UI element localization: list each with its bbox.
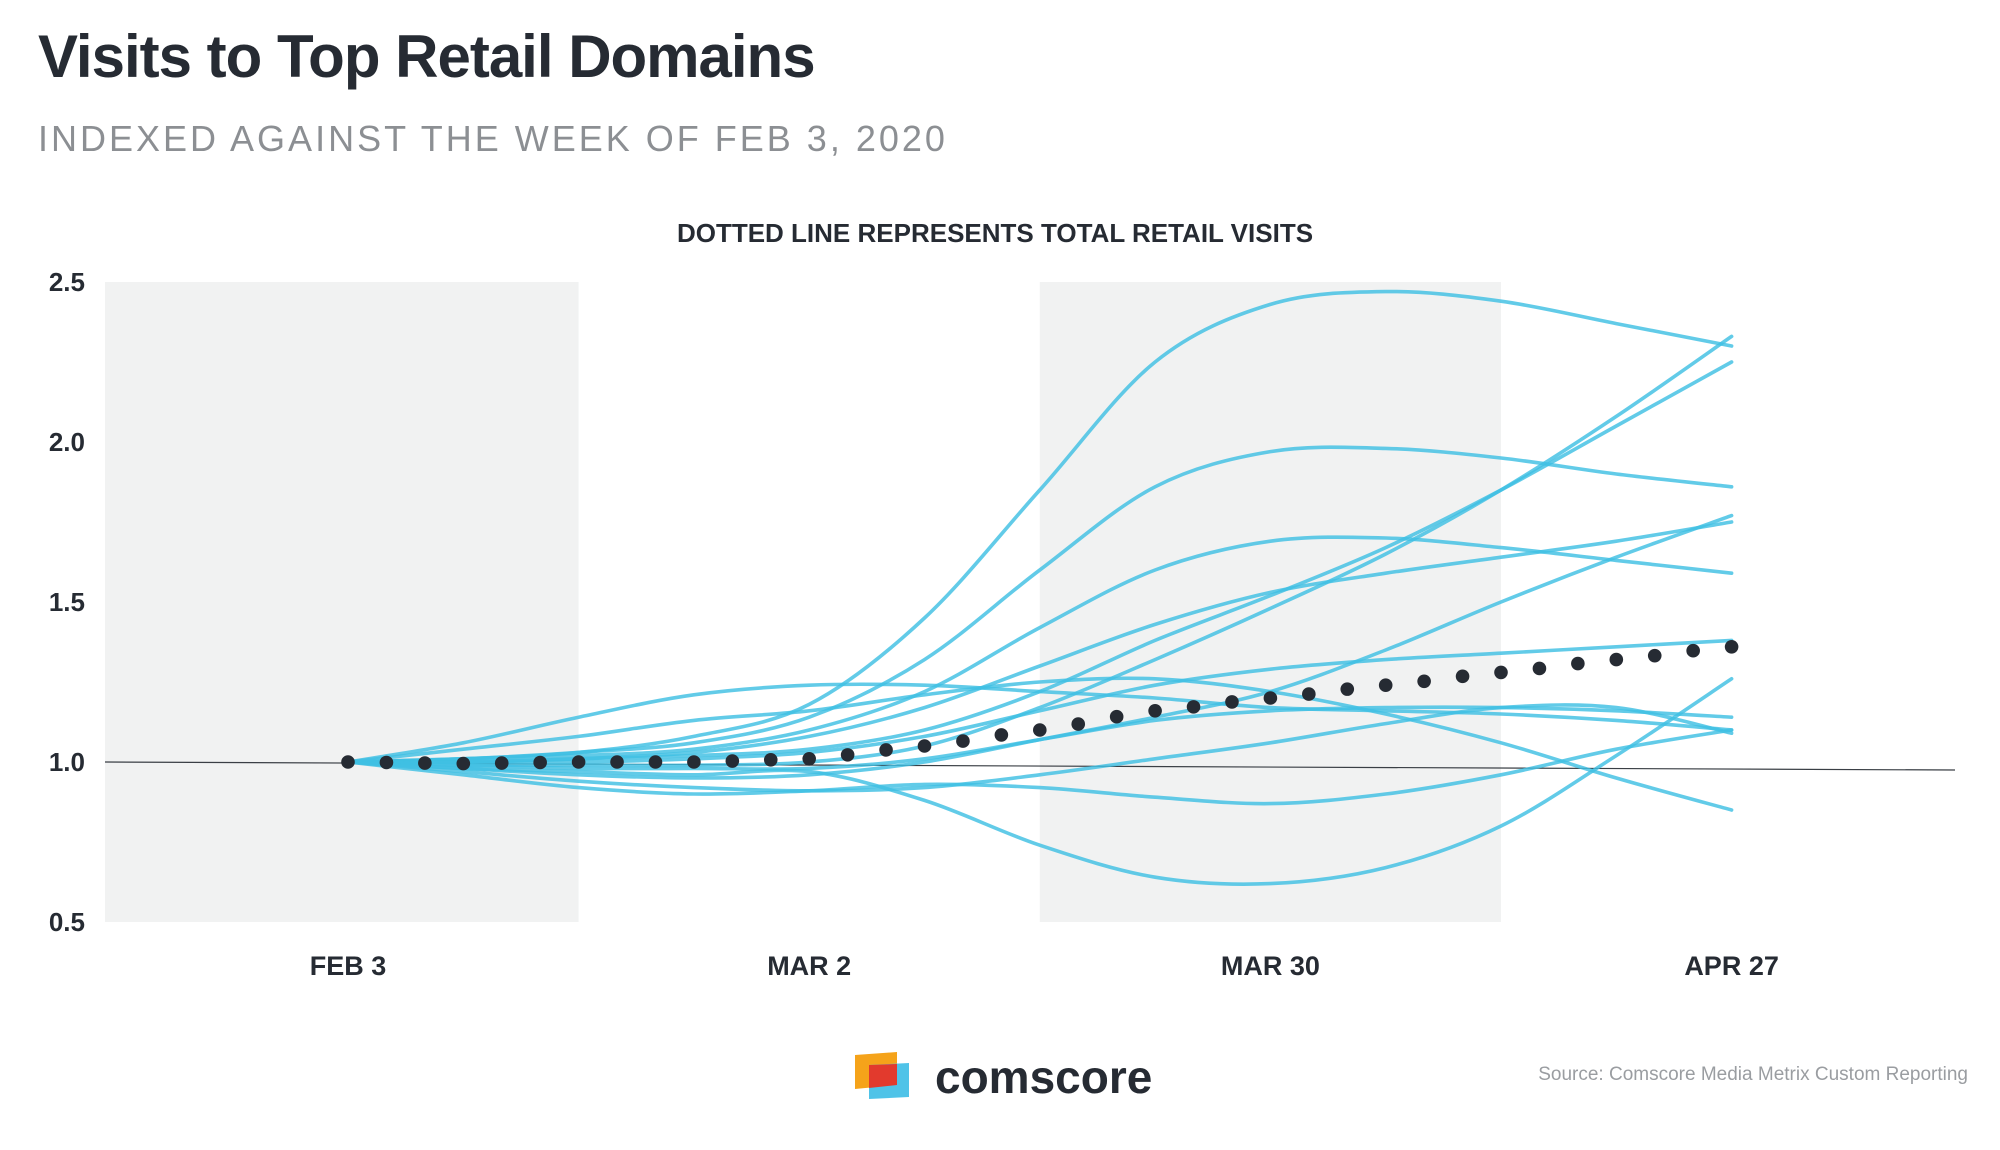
chart-note: DOTTED LINE REPRESENTS TOTAL RETAIL VISI… — [676, 218, 1314, 248]
series-line-11 — [346, 676, 1734, 812]
x-tick-label: APR 27 — [1684, 951, 1779, 981]
total-visits-dot — [1417, 674, 1431, 689]
total-visits-dot — [1186, 700, 1201, 714]
total-visits-dot — [1724, 640, 1739, 654]
total-visits-dot — [1071, 717, 1086, 731]
total-visits-dot — [994, 728, 1009, 742]
series-line-12 — [346, 703, 1734, 793]
total-visits-dot — [1109, 709, 1124, 724]
total-visits-dot — [1225, 695, 1239, 709]
total-visits-dot — [1532, 661, 1547, 676]
total-visits-dot — [802, 752, 816, 766]
total-visits-dot — [571, 755, 586, 769]
total-visits-dot — [956, 734, 970, 748]
x-tick-label: FEB 3 — [310, 951, 387, 981]
total-visits-dot — [1340, 682, 1355, 696]
total-visits-dot — [1494, 665, 1508, 680]
y-tick-label: 2.5 — [49, 267, 85, 297]
total-visits-dot — [1647, 648, 1662, 663]
comscore-logo-icon — [855, 1052, 909, 1099]
total-visits-dot — [379, 755, 394, 770]
total-visits-dot — [533, 755, 547, 770]
total-visits-dot — [1455, 669, 1470, 684]
total-visits-dot — [1378, 678, 1393, 692]
total-visits-dot — [610, 755, 624, 769]
total-visits-dot — [648, 755, 663, 769]
background-band — [1039, 282, 1501, 922]
x-tick-label: MAR 2 — [767, 951, 851, 981]
line-chart: 2.5 2.0 1.5 1.0 0.5 FEB 3 MAR 2 MAR 30 APR 27 — [49, 267, 1956, 981]
total-visits-dot — [1571, 656, 1585, 671]
chart-title: Visits to Top Retail Domains — [38, 23, 816, 90]
series-line-2 — [346, 445, 1734, 764]
source-note: Source: Comscore Media Metrix Custom Rep… — [1538, 1064, 1968, 1085]
background-band — [105, 282, 579, 922]
total-visits-dot — [1686, 643, 1700, 658]
y-tick-label: 1.5 — [49, 587, 85, 617]
total-visits-dot — [456, 756, 471, 771]
total-visits-dot — [879, 743, 893, 757]
total-visits-dot — [763, 752, 778, 767]
total-visits-dot — [840, 748, 855, 762]
total-visits-dot — [494, 756, 509, 770]
total-visits-dot — [725, 754, 740, 768]
series-line-10 — [346, 682, 1734, 764]
total-visits-dot — [1263, 691, 1278, 705]
total-visits-dot — [917, 739, 932, 753]
series-line-13 — [346, 728, 1734, 806]
x-tick-label: MAR 30 — [1221, 951, 1320, 981]
comscore-logo: comscore — [853, 1050, 1152, 1104]
total-visits-dot — [1609, 652, 1624, 667]
total-visits-dot — [1033, 723, 1047, 737]
series-line-14 — [346, 677, 1734, 886]
y-tick-label: 0.5 — [49, 907, 85, 937]
y-tick-label: 2.0 — [49, 427, 85, 457]
total-visits-dot — [1148, 704, 1162, 718]
total-visits-dot — [341, 755, 355, 769]
total-visits-dot — [687, 755, 701, 769]
chart-subtitle: INDEXED AGAINST THE WEEK OF FEB 3, 2020 — [38, 118, 948, 159]
comscore-logo-text: comscore — [935, 1051, 1153, 1103]
y-tick-label: 1.0 — [49, 747, 85, 777]
total-visits-dot — [1302, 687, 1316, 701]
total-visits-dot — [418, 756, 432, 770]
